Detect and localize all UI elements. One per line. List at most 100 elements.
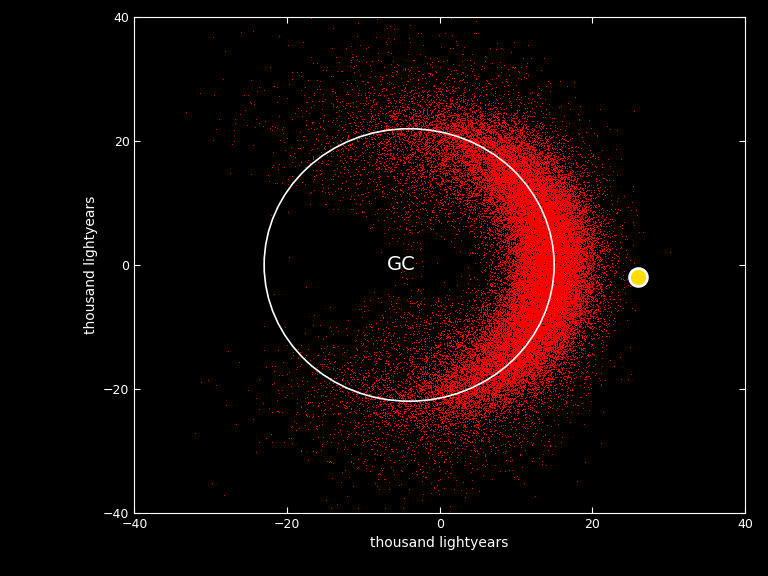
Point [515, 181, 527, 190]
Point [423, 117, 435, 126]
Point [533, 213, 545, 222]
Point [538, 206, 551, 215]
Point [495, 368, 507, 377]
Point [556, 280, 568, 289]
Point [518, 311, 531, 320]
Point [473, 132, 485, 142]
Point [565, 266, 578, 275]
Point [372, 468, 385, 478]
Point [477, 427, 489, 437]
Point [500, 169, 512, 179]
Point [545, 187, 558, 196]
Point [561, 242, 573, 252]
Point [574, 213, 586, 222]
Point [585, 278, 598, 287]
Point [520, 309, 532, 319]
Point [541, 217, 554, 226]
Point [523, 136, 535, 145]
Point [468, 338, 480, 347]
Point [502, 339, 514, 348]
Point [519, 259, 531, 268]
Point [551, 263, 564, 272]
Point [554, 312, 567, 321]
Point [487, 124, 499, 133]
Point [519, 166, 531, 176]
Point [523, 262, 535, 271]
Point [544, 206, 556, 215]
Point [546, 286, 558, 295]
Point [518, 316, 530, 325]
Point [555, 194, 568, 203]
Point [457, 377, 469, 386]
Point [578, 225, 591, 234]
Point [425, 105, 438, 114]
Point [515, 277, 528, 286]
Point [467, 372, 479, 381]
Point [437, 409, 449, 418]
Point [486, 216, 498, 225]
Point [494, 147, 506, 156]
Point [502, 343, 515, 352]
Point [519, 250, 531, 259]
Point [545, 191, 557, 200]
Point [430, 348, 442, 357]
Point [525, 228, 537, 237]
Point [492, 173, 504, 183]
Point [497, 407, 509, 416]
Point [549, 197, 561, 206]
Point [508, 177, 520, 187]
Point [453, 120, 465, 130]
Point [529, 301, 541, 310]
Point [404, 143, 416, 152]
Point [601, 281, 614, 290]
Point [422, 389, 434, 399]
Point [554, 257, 567, 267]
Point [511, 246, 523, 255]
Point [487, 376, 499, 385]
Point [546, 251, 558, 260]
Point [512, 338, 525, 347]
Point [528, 261, 541, 270]
Point [561, 238, 573, 247]
Point [449, 393, 462, 402]
Point [498, 277, 510, 286]
Point [521, 343, 534, 352]
Point [500, 188, 512, 197]
Point [545, 285, 558, 294]
Point [549, 244, 561, 253]
Point [518, 153, 531, 162]
Point [510, 379, 522, 388]
Point [368, 84, 380, 93]
Point [524, 221, 536, 230]
Point [546, 150, 558, 160]
Point [538, 404, 551, 413]
Point [519, 304, 531, 313]
Point [548, 327, 560, 336]
Point [554, 271, 567, 280]
Point [545, 257, 557, 267]
Point [538, 290, 551, 299]
Point [534, 353, 546, 362]
Point [502, 146, 514, 156]
Point [568, 175, 580, 184]
Point [509, 223, 521, 232]
Point [483, 353, 495, 362]
Point [556, 203, 568, 213]
Point [559, 371, 571, 380]
Point [545, 287, 557, 296]
Point [500, 346, 512, 355]
Point [547, 248, 559, 257]
Point [412, 396, 425, 405]
Point [533, 291, 545, 300]
Point [541, 222, 553, 232]
Point [574, 263, 586, 272]
Point [549, 185, 561, 194]
Point [496, 143, 508, 153]
Point [505, 180, 518, 190]
Point [505, 339, 518, 348]
Point [502, 245, 514, 255]
Point [512, 243, 525, 252]
Point [452, 120, 464, 129]
Point [486, 382, 498, 392]
Point [545, 300, 557, 309]
